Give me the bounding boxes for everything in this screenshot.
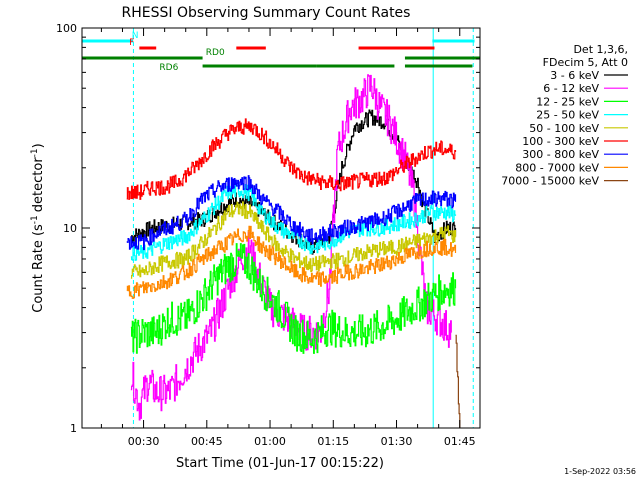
legend-header-line-1: Det 1,3,6, [573, 43, 628, 56]
y-axis-label-unit: detector [31, 157, 46, 213]
flag-label-rd6: RD6 [159, 63, 178, 73]
legend-label-7: 800 - 7000 keV [515, 161, 599, 174]
series-line-4 [130, 201, 457, 279]
y-tick-label-1: 10 [63, 222, 77, 235]
x-tick-label-1: 00:45 [191, 435, 223, 448]
x-tick-label-2: 01:00 [254, 435, 286, 448]
legend-label-1: 6 - 12 keV [543, 82, 599, 95]
plot-area: NF RD0 RD6 [81, 28, 480, 428]
series-line-6 [126, 175, 457, 251]
flag-label-n: N [132, 31, 139, 41]
legend-label-0: 3 - 6 keV [550, 69, 599, 82]
legend-label-6: 300 - 800 keV [522, 148, 599, 161]
y-tick-label-0: 1 [70, 422, 77, 435]
chart-title: RHESSI Observing Summary Count Rates [122, 5, 411, 21]
legend-label-3: 25 - 50 keV [536, 109, 599, 122]
x-tick-label-0: 00:30 [128, 435, 160, 448]
y-axis-label-exponent: -1 [30, 215, 40, 224]
series-line-7 [126, 225, 457, 299]
legend-label-2: 12 - 25 keV [536, 95, 599, 108]
y-axis-label-close: ) [31, 143, 46, 148]
y-axis-label-main: Count Rate (s [31, 224, 46, 313]
legend-label-4: 50 - 100 keV [529, 122, 599, 135]
x-tick-label-5: 01:45 [444, 435, 476, 448]
series-line-2 [130, 243, 457, 354]
series-line-5 [126, 118, 457, 200]
x-axis-label: Start Time (01-Jun-17 00:15:22) [176, 456, 384, 471]
y-tick-label-2: 100 [56, 22, 77, 35]
series-line-3 [130, 183, 457, 261]
legend-header-line-2: FDecim 5, Att 0 [543, 56, 628, 69]
x-tick-label-4: 01:30 [381, 435, 413, 448]
legend-label-5: 100 - 300 keV [522, 135, 599, 148]
y-axis-label: Count Rate (s-1detector-1) [30, 143, 46, 312]
x-tick-label-3: 01:15 [317, 435, 349, 448]
legend-label-8: 7000 - 15000 keV [501, 175, 599, 188]
y-axis-label-exponent-2: -1 [30, 148, 40, 157]
axes: 1 10 100 00:30 00:45 01:00 01:15 01:30 01:45 [56, 22, 481, 448]
flag-label-rd0: RD0 [206, 48, 225, 58]
series-line-8 [455, 334, 461, 428]
flag-label-f: F [129, 38, 134, 48]
timestamp: 1-Sep-2022 03:56 [564, 467, 636, 476]
